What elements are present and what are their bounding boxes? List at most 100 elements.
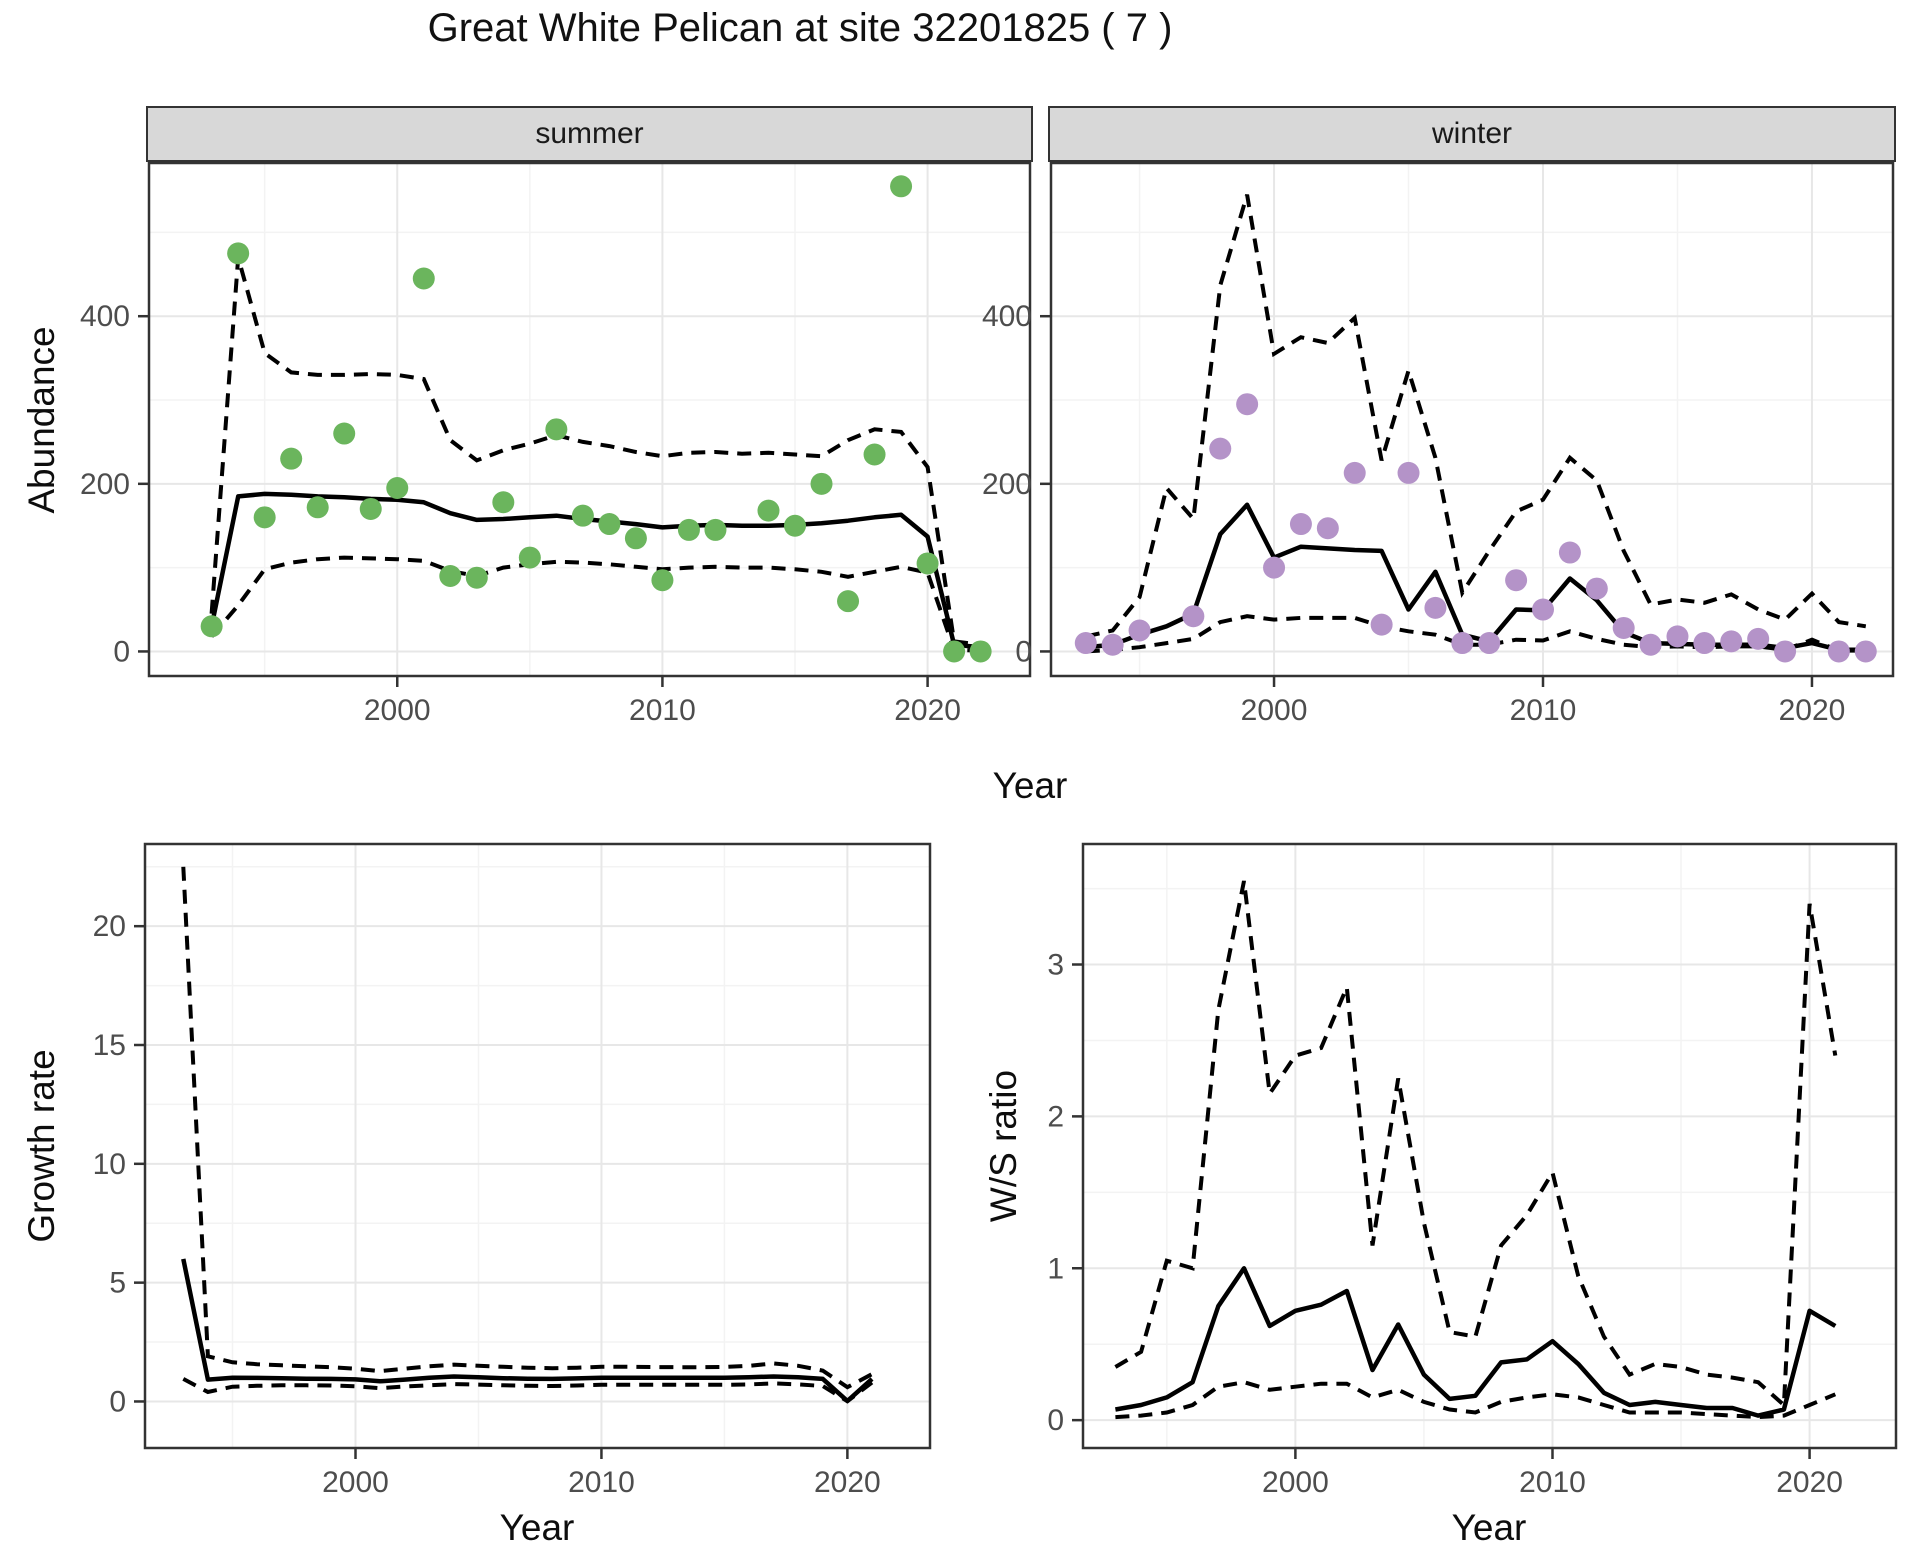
data-point: [1747, 627, 1770, 650]
ws-year-axis-title: Year: [1451, 1507, 1527, 1548]
y-tick-label: 20: [93, 910, 126, 943]
plot-region: [148, 162, 1031, 677]
data-point: [1128, 619, 1151, 642]
data-point: [1370, 613, 1393, 636]
data-point: [1343, 461, 1366, 484]
data-point: [598, 513, 621, 536]
data-point: [704, 518, 727, 541]
data-point: [227, 242, 250, 265]
y-tick-label: 0: [109, 1385, 126, 1418]
data-point: [1666, 625, 1689, 648]
y-tick-label: 400: [80, 300, 130, 333]
data-point: [651, 569, 674, 592]
data-point: [439, 565, 462, 588]
data-point: [1478, 632, 1501, 655]
x-tick-label: 2020: [894, 694, 961, 727]
data-point: [1451, 632, 1474, 655]
data-point: [1074, 632, 1097, 655]
ci-lower-line: [1115, 1380, 1837, 1420]
data-point: [1720, 630, 1743, 653]
y-tick-label: 15: [93, 1029, 126, 1062]
panel-border: [147, 161, 1032, 678]
x-tick-label: 2000: [364, 694, 431, 727]
data-point: [757, 499, 780, 522]
data-point: [1639, 633, 1662, 656]
ci-upper-line: [209, 256, 981, 647]
data-point: [306, 496, 329, 519]
data-point: [386, 477, 409, 500]
data-point: [1827, 640, 1850, 663]
fit-line: [1085, 502, 1866, 653]
x-tick-label: 2010: [1510, 694, 1577, 727]
data-point: [1854, 640, 1877, 663]
y-tick-label: 2: [1047, 1100, 1064, 1133]
facet-strip-summer-label: summer: [535, 117, 644, 150]
data-point: [890, 175, 913, 198]
y-tick-label: 400: [982, 300, 1032, 333]
y-tick-label: 200: [982, 468, 1032, 501]
growth-year-axis-title: Year: [499, 1507, 575, 1548]
data-point: [1612, 616, 1635, 639]
fit-line: [209, 491, 981, 650]
x-tick-label: 2020: [814, 1466, 881, 1499]
ci-lower-line: [182, 1377, 874, 1404]
data-point: [1424, 596, 1447, 619]
data-point: [1236, 393, 1259, 416]
y-tick-label: 0: [1047, 1404, 1064, 1437]
data-point: [837, 590, 860, 613]
facet-strip-winter: winter: [1048, 106, 1896, 162]
y-tick-label: 0: [1015, 635, 1032, 668]
data-point: [916, 552, 939, 575]
fit-line: [181, 1258, 874, 1404]
x-tick-label: 2000: [322, 1466, 389, 1499]
plot-region: [144, 843, 931, 1449]
data-point: [1316, 517, 1339, 540]
data-point: [359, 497, 382, 520]
data-point: [1101, 633, 1124, 656]
abundance-axis-title: Abundance: [21, 326, 62, 514]
x-tick-label: 2010: [1519, 1466, 1586, 1499]
data-point: [810, 472, 833, 495]
x-tick-label: 2000: [1241, 694, 1308, 727]
ci-upper-line: [181, 866, 873, 1390]
fit-line: [1115, 1266, 1837, 1418]
y-tick-label: 200: [80, 468, 130, 501]
x-tick-label: 2020: [1779, 694, 1846, 727]
y-tick-label: 0: [113, 635, 130, 668]
data-point: [280, 447, 303, 470]
x-tick-label: 2010: [629, 694, 696, 727]
ci-upper-line: [1114, 880, 1838, 1410]
data-point: [1397, 461, 1420, 484]
facet-strip-summer: summer: [146, 106, 1033, 162]
data-point: [1585, 577, 1608, 600]
data-point: [412, 267, 435, 290]
growth-rate-axis-title: Growth rate: [21, 1049, 62, 1243]
x-tick-label: 2000: [1262, 1466, 1329, 1499]
data-point: [784, 514, 807, 537]
data-point: [333, 422, 356, 445]
data-point: [1209, 437, 1232, 460]
y-tick-label: 3: [1047, 949, 1064, 982]
data-point: [492, 491, 515, 514]
data-point: [1693, 632, 1716, 655]
data-point: [1558, 541, 1581, 564]
data-point: [1182, 605, 1205, 628]
y-tick-label: 10: [93, 1148, 126, 1181]
ws-ratio-axis-title: W/S ratio: [983, 1069, 1024, 1223]
data-point: [545, 418, 568, 441]
x-tick-label: 2020: [1776, 1466, 1843, 1499]
data-point: [253, 506, 276, 529]
data-point: [571, 504, 594, 527]
top-year-axis-title: Year: [992, 765, 1068, 806]
ws-ratio-panel: 2000 2010 2020 0 1 2 3: [1047, 842, 1898, 1499]
abundance-winter-panel: 2000 2010 2020 0 200 400: [982, 161, 1895, 727]
plot-region: [1082, 843, 1897, 1449]
data-point: [1774, 640, 1797, 663]
ci-lower-line: [210, 555, 981, 653]
data-point: [1263, 556, 1286, 579]
figure-title: Great White Pelican at site 32201825 ( 7…: [427, 6, 1173, 50]
x-tick-label: 2010: [568, 1466, 635, 1499]
data-point: [1505, 569, 1528, 592]
